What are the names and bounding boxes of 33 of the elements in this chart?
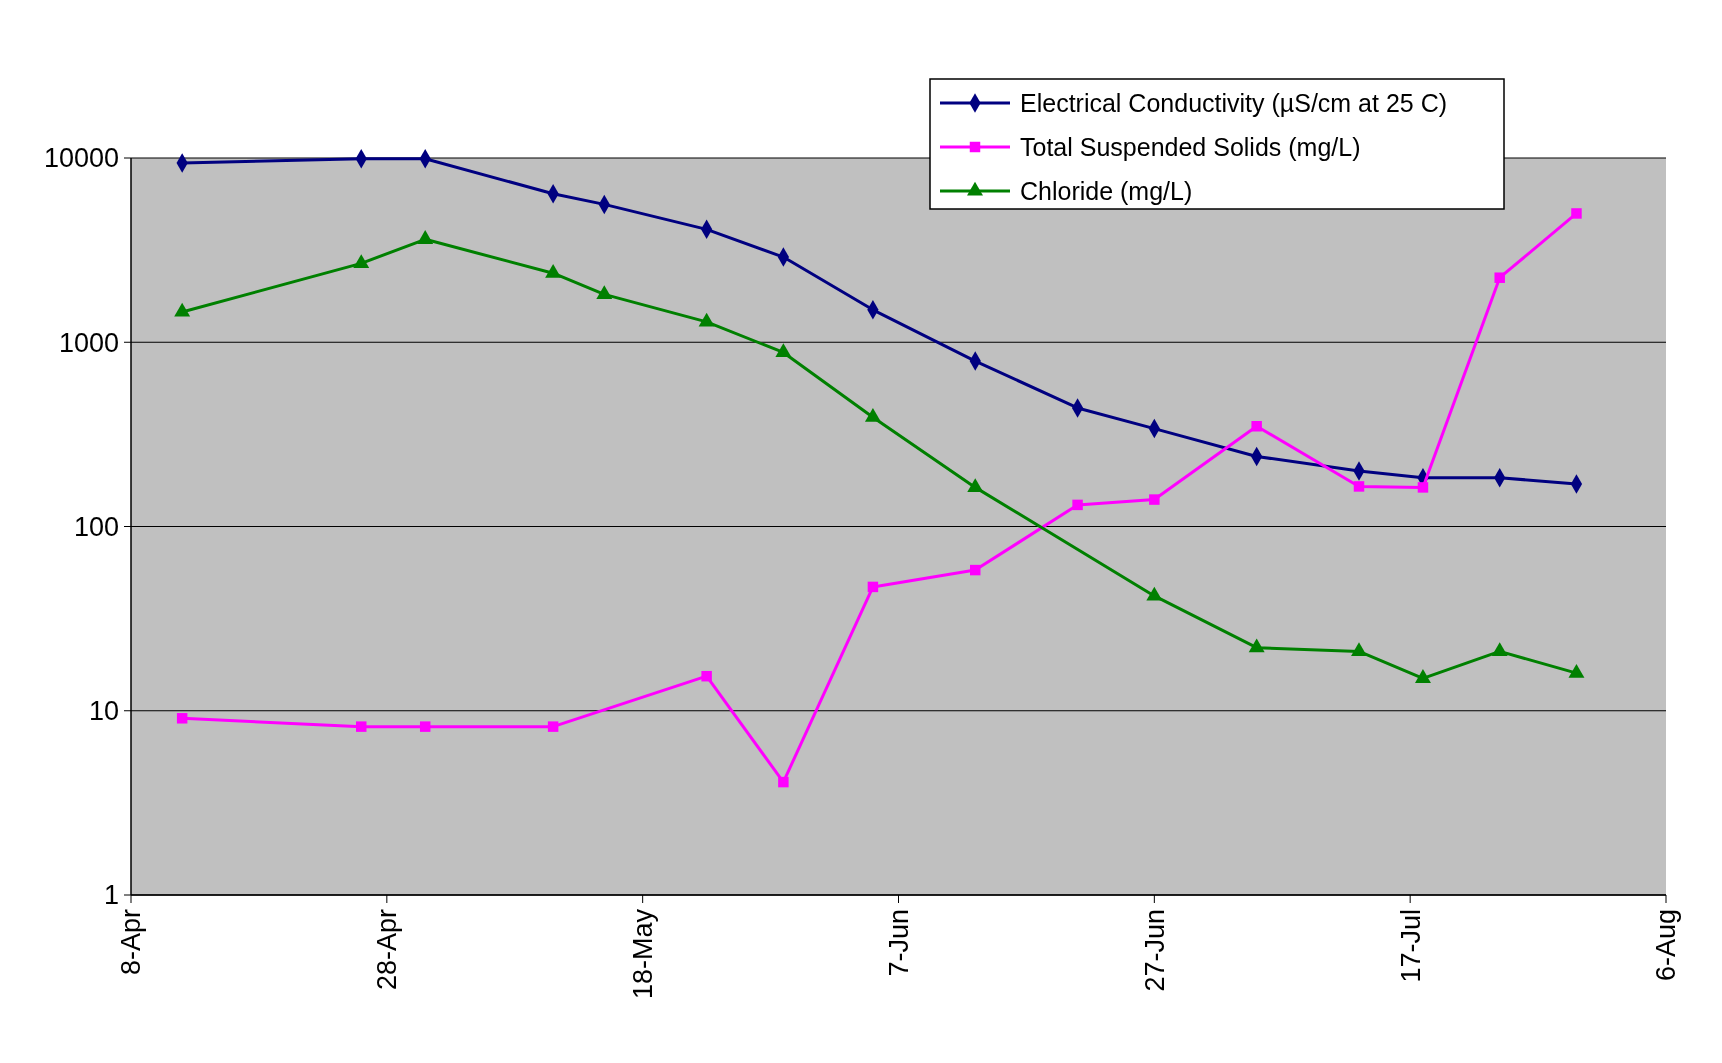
y-tick-label: 1 xyxy=(103,880,119,911)
y-tick-label: 10000 xyxy=(43,143,119,174)
point xyxy=(970,564,981,576)
point xyxy=(419,721,431,732)
point xyxy=(547,721,559,732)
x-tick-label: 17-Jul xyxy=(1395,909,1426,983)
x-tick-label: 6-Aug xyxy=(1651,909,1682,982)
legend-label: Chloride (mg/L) xyxy=(1020,176,1193,205)
point xyxy=(967,478,984,493)
y-tick-label: 100 xyxy=(73,511,119,542)
x-tick-label: 27-Jun xyxy=(1139,909,1170,992)
x-tick-label: 8-Apr xyxy=(116,909,147,976)
point xyxy=(1149,494,1160,505)
point xyxy=(1251,421,1262,432)
point xyxy=(1072,499,1083,511)
y-tick-label: 1000 xyxy=(58,327,119,358)
point xyxy=(775,343,792,358)
y-tick-label: 10 xyxy=(88,696,119,727)
point xyxy=(778,776,789,788)
legend-label: Total Suspended Solids (mg/L) xyxy=(1020,132,1361,161)
point xyxy=(1353,481,1365,492)
legend-label: Electrical Conductivity (µS/cm at 25 C) xyxy=(1020,88,1448,117)
point xyxy=(1571,208,1582,219)
point xyxy=(867,581,879,593)
point xyxy=(176,713,188,724)
point xyxy=(1494,272,1505,283)
x-tick-label: 28-Apr xyxy=(372,909,403,991)
point xyxy=(356,721,367,732)
point xyxy=(1417,482,1429,493)
x-tick-label: 7-Jun xyxy=(883,909,914,977)
x-tick-label: 18-May xyxy=(628,908,659,1000)
point xyxy=(1248,638,1265,653)
point xyxy=(701,670,712,682)
